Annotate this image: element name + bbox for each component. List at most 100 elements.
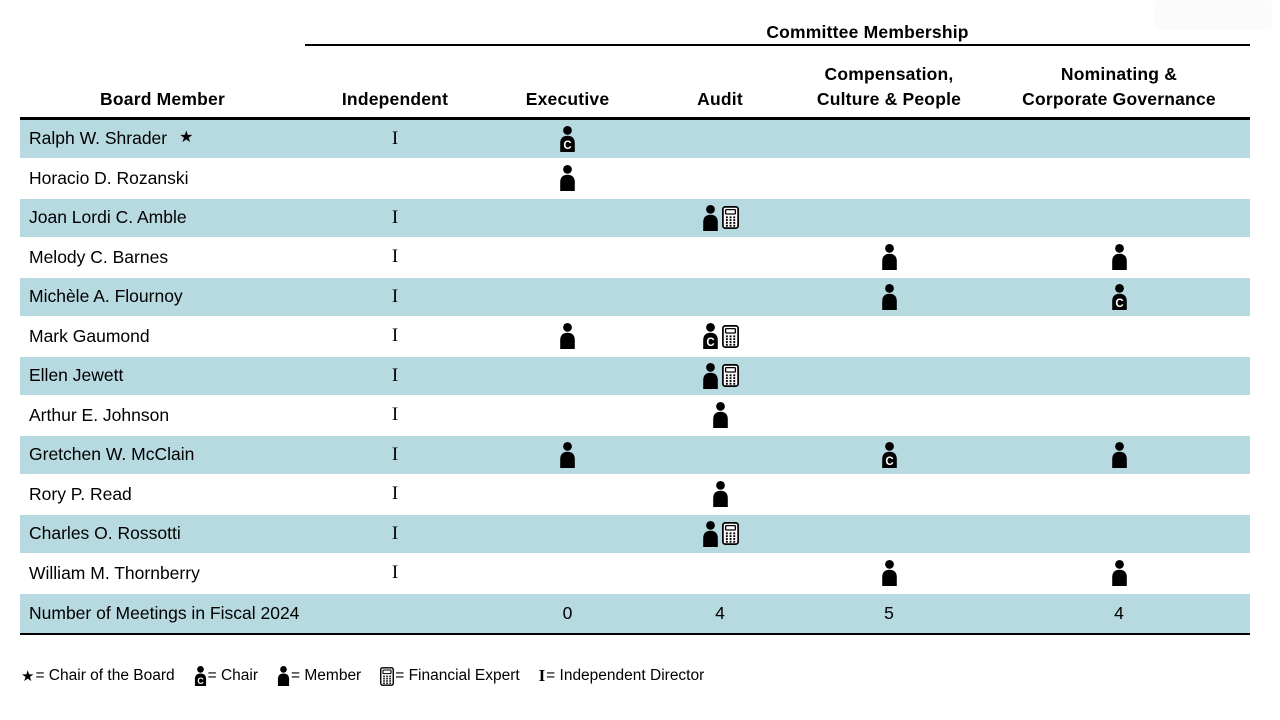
independent-cell: I bbox=[305, 515, 485, 553]
independent-marker: I bbox=[391, 404, 399, 426]
executive-cell bbox=[485, 436, 650, 474]
member-name-text: Joan Lordi C. Amble bbox=[29, 207, 187, 228]
member-name-text: Rory P. Read bbox=[29, 483, 132, 504]
member-name-text: Mark Gaumond bbox=[29, 325, 150, 346]
member-icon bbox=[702, 362, 719, 389]
member-icon bbox=[277, 666, 290, 686]
board-member-name: Gretchen W. McClain bbox=[20, 436, 305, 474]
scan-artifact bbox=[1154, 0, 1272, 30]
board-member-name: Arthur E. Johnson bbox=[20, 397, 305, 435]
executive-cell bbox=[485, 357, 650, 395]
chair-icon: C bbox=[702, 323, 719, 350]
member-name-text: Charles O. Rossotti bbox=[29, 523, 181, 544]
nominating-cell: C bbox=[988, 278, 1250, 316]
compensation-meetings-count: 5 bbox=[884, 603, 894, 623]
independent-marker: I bbox=[391, 483, 399, 505]
executive-cell bbox=[485, 199, 650, 237]
member-icon bbox=[881, 244, 898, 271]
meetings-row: Number of Meetings in Fiscal 2024 0 4 5 4 bbox=[20, 594, 1250, 633]
audit-cell bbox=[650, 160, 790, 198]
nominating-cell bbox=[988, 436, 1250, 474]
executive-cell bbox=[485, 239, 650, 277]
column-header-nominating: Nominating & Corporate Governance bbox=[1022, 64, 1216, 109]
svg-text:C: C bbox=[563, 140, 571, 152]
independent-marker: I bbox=[391, 206, 399, 228]
table-row: Michèle A. Flournoy I C bbox=[20, 278, 1250, 318]
member-icon bbox=[712, 481, 729, 508]
column-header-executive: Executive bbox=[525, 89, 610, 109]
nominating-cell bbox=[988, 555, 1250, 593]
audit-meetings-count: 4 bbox=[715, 603, 725, 623]
executive-cell bbox=[485, 555, 650, 593]
member-icon bbox=[702, 520, 719, 547]
member-icon bbox=[881, 283, 898, 310]
independent-cell: I bbox=[305, 357, 485, 395]
compensation-cell bbox=[790, 357, 988, 395]
independent-marker: I bbox=[391, 364, 399, 386]
board-member-name: Melody C. Barnes bbox=[20, 239, 305, 277]
svg-text:C: C bbox=[706, 337, 714, 349]
chair-icon: C bbox=[194, 666, 207, 686]
chair-icon: C bbox=[559, 125, 576, 152]
board-member-name: William M. Thornberry bbox=[20, 555, 305, 593]
member-icon bbox=[702, 204, 719, 231]
legend-label: = Chair of the Board bbox=[35, 667, 175, 684]
member-name-text: Arthur E. Johnson bbox=[29, 404, 170, 425]
chair-icon: C bbox=[881, 441, 898, 468]
financial-expert-icon bbox=[721, 324, 739, 348]
compensation-cell bbox=[790, 476, 988, 514]
compensation-cell bbox=[790, 318, 988, 356]
compensation-cell bbox=[790, 120, 988, 158]
independent-marker: I bbox=[391, 562, 399, 584]
legend-label: = Independent Director bbox=[546, 667, 705, 684]
board-member-name: Michèle A. Flournoy bbox=[20, 278, 305, 316]
independent-marker: I bbox=[391, 325, 399, 347]
table-header: Committee Membership Board Member Indepen… bbox=[20, 0, 1250, 117]
nominating-cell bbox=[988, 515, 1250, 553]
audit-cell bbox=[650, 120, 790, 158]
committee-membership-rule bbox=[305, 44, 1250, 46]
meetings-row-label: Number of Meetings in Fiscal 2024 bbox=[29, 603, 300, 623]
compensation-cell bbox=[790, 199, 988, 237]
table-row: Ralph W. Shrader ★ I C bbox=[20, 120, 1250, 160]
column-headers: Board Member Independent Executive Audit Com… bbox=[20, 62, 1250, 112]
legend: ★ = Chair of the Board C = Chair = Member … bbox=[21, 666, 723, 686]
independent-cell: I bbox=[305, 397, 485, 435]
independent-cell: I bbox=[305, 555, 485, 593]
board-member-name: Charles O. Rossotti bbox=[20, 515, 305, 553]
compensation-cell bbox=[790, 160, 988, 198]
independent-cell: I bbox=[305, 318, 485, 356]
compensation-cell bbox=[790, 397, 988, 435]
member-name-text: Horacio D. Rozanski bbox=[29, 167, 189, 188]
executive-cell bbox=[485, 160, 650, 198]
legend-item-chair: C = Chair bbox=[194, 666, 258, 686]
board-member-name: Ralph W. Shrader ★ bbox=[20, 120, 305, 158]
table-row: Arthur E. Johnson I bbox=[20, 397, 1250, 436]
table-body: Ralph W. Shrader ★ I C Horacio D. Rozanski … bbox=[20, 117, 1250, 635]
member-icon bbox=[1111, 441, 1128, 468]
independent-marker: I bbox=[391, 522, 399, 544]
nominating-cell bbox=[988, 357, 1250, 395]
column-header-compensation: Compensation, Culture & People bbox=[816, 64, 962, 109]
executive-cell bbox=[485, 397, 650, 435]
table-row: Mark Gaumond I C bbox=[20, 318, 1250, 357]
financial-expert-icon bbox=[380, 666, 395, 686]
independent-marker: I bbox=[391, 246, 399, 268]
independent-marker: I bbox=[391, 443, 399, 465]
compensation-cell bbox=[790, 239, 988, 277]
independent-cell bbox=[305, 160, 485, 198]
member-name-text: Ellen Jewett bbox=[29, 365, 124, 386]
executive-meetings-count: 0 bbox=[562, 603, 573, 623]
independent-cell: I bbox=[305, 120, 485, 158]
chair-of-board-star-icon: ★ bbox=[179, 128, 194, 146]
compensation-cell bbox=[790, 555, 988, 593]
compensation-cell: C bbox=[790, 436, 988, 474]
nominating-cell bbox=[988, 397, 1250, 435]
chair-of-board-star-icon: ★ bbox=[21, 667, 35, 685]
column-header-audit: Audit bbox=[697, 89, 743, 109]
financial-expert-icon bbox=[721, 206, 739, 230]
audit-cell bbox=[650, 239, 790, 277]
nominating-cell bbox=[988, 199, 1250, 237]
nominating-cell bbox=[988, 120, 1250, 158]
legend-label: = Member bbox=[291, 667, 362, 684]
